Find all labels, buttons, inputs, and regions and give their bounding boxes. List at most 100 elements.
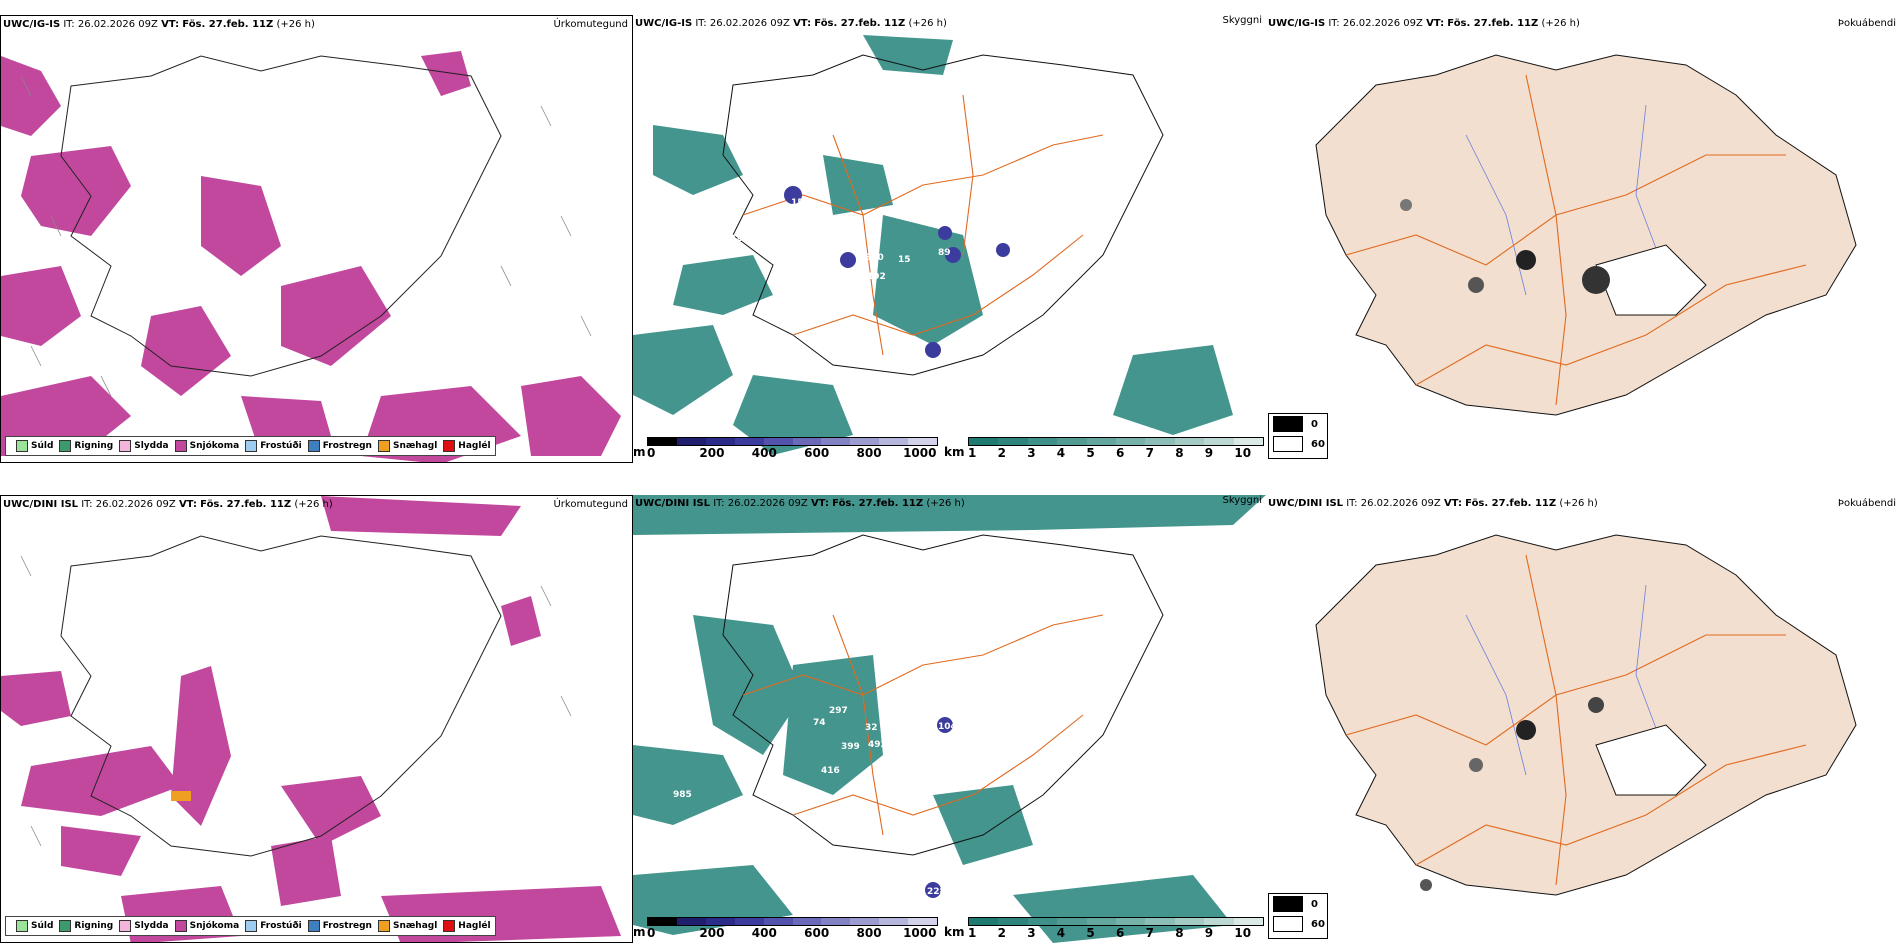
iceland-outline bbox=[60, 535, 502, 857]
ceiling-colorbar-bottom: m 0 200 400 600 800 1000 bbox=[633, 917, 938, 940]
ceiling-label: 740 bbox=[801, 283, 820, 293]
legend-label: Snæhagl bbox=[392, 441, 438, 451]
vt-label: VT: bbox=[793, 18, 812, 29]
ceiling-label: 985 bbox=[673, 790, 692, 800]
graupel-area bbox=[171, 791, 191, 801]
glaciers-fog bbox=[1420, 697, 1707, 891]
model-name: UWC/IG-IS bbox=[1268, 18, 1326, 29]
legend-label: Frostúði bbox=[260, 441, 302, 451]
lead-time: (+26 h) bbox=[294, 499, 333, 510]
vt-label: VT: bbox=[810, 498, 829, 509]
iceland-land bbox=[1315, 54, 1857, 416]
precip-type-legend: Súld Rigning Slydda Snjókoma Frostúði Fr… bbox=[5, 916, 496, 936]
fog-legend-label: 60 bbox=[1311, 918, 1325, 930]
cloud-visibility-panel-top: 502 595 153 300 138 192 15 89 170 170 10… bbox=[633, 15, 1266, 463]
it-value: 26.02.2026 09Z bbox=[727, 498, 808, 509]
legend-label: Frostregn bbox=[322, 921, 372, 931]
vt-label: VT: bbox=[1443, 498, 1462, 509]
ceiling-label: 399 bbox=[841, 742, 860, 752]
legend-swatch bbox=[119, 920, 132, 932]
ceiling-areas bbox=[925, 717, 953, 898]
ceiling-label: 492 bbox=[868, 740, 887, 750]
legend-label: Súld bbox=[31, 921, 54, 931]
panel-header: UWC/IG-IS IT: 26.02.2026 09Z VT: Fös. 27… bbox=[3, 19, 315, 30]
precip-type-map-bottom bbox=[1, 496, 621, 942]
visibility-map-bottom: 297 399 492 416 985 104 24 228 32 74 bbox=[633, 495, 1266, 943]
visibility-unit: km bbox=[944, 445, 965, 459]
ceiling-label: 170 bbox=[1011, 266, 1030, 276]
visibility-unit: km bbox=[944, 925, 965, 939]
vt-value: Fös. 27.feb. 11Z bbox=[832, 498, 924, 509]
panel-title: Skyggni bbox=[1222, 15, 1262, 26]
ceiling-labels: 502 595 153 300 138 192 15 89 170 170 10… bbox=[723, 198, 1072, 388]
ceiling-label: 108 bbox=[928, 378, 947, 388]
it-label: IT: bbox=[695, 18, 707, 29]
visibility-tick: 2 bbox=[997, 446, 1006, 460]
legend-label: Súld bbox=[31, 441, 54, 451]
visibility-tick: 2 bbox=[997, 926, 1006, 940]
fog-map-bottom bbox=[1315, 534, 1857, 896]
visibility-areas bbox=[633, 35, 1233, 455]
ceiling-label: 170 bbox=[1053, 338, 1072, 348]
iceland-outline bbox=[722, 534, 1164, 856]
visibility-tick: 7 bbox=[1145, 926, 1154, 940]
visibility-tick: 5 bbox=[1086, 926, 1095, 940]
model-name: UWC/DINI ISL bbox=[3, 499, 79, 510]
iceland-outline bbox=[722, 54, 1164, 376]
legend-label: Frostregn bbox=[322, 441, 372, 451]
ceiling-label: 153 bbox=[791, 198, 810, 208]
model-name: UWC/IG-IS bbox=[3, 19, 61, 30]
legend-label: Snjókoma bbox=[189, 921, 240, 931]
visibility-tick: 1 bbox=[968, 926, 977, 940]
model-name: UWC/DINI ISL bbox=[635, 498, 711, 509]
visibility-tick: 9 bbox=[1204, 926, 1214, 940]
legend-swatch bbox=[59, 440, 72, 452]
vt-value: Fös. 27.feb. 11Z bbox=[1465, 498, 1557, 509]
ceiling-unit: m bbox=[633, 925, 646, 939]
legend-swatch bbox=[174, 440, 187, 452]
ceiling-label: 297 bbox=[829, 706, 848, 716]
legend-swatch bbox=[307, 440, 320, 452]
model-name: UWC/DINI ISL bbox=[1268, 498, 1344, 509]
visibility-tick: 8 bbox=[1175, 446, 1184, 460]
lead-time: (+26 h) bbox=[1541, 18, 1580, 29]
visibility-tick: 8 bbox=[1175, 926, 1184, 940]
panel-title: Þokuábendi bbox=[1837, 18, 1896, 29]
it-value: 26.02.2026 09Z bbox=[709, 18, 790, 29]
visibility-colorbar-bottom: km 1 2 3 4 5 6 7 8 9 10 bbox=[944, 917, 1264, 940]
road-network bbox=[1345, 554, 1807, 886]
legend-label: Slydda bbox=[134, 921, 169, 931]
ceiling-tick: 600 bbox=[804, 446, 830, 460]
legend-swatch bbox=[16, 440, 28, 452]
lead-time: (+26 h) bbox=[276, 19, 315, 30]
fog-panel-bottom: UWC/DINI ISL IT: 26.02.2026 09Z VT: Fös.… bbox=[1266, 495, 1900, 943]
it-label: IT: bbox=[63, 19, 75, 30]
ceiling-unit: m bbox=[633, 445, 646, 459]
it-label: IT: bbox=[81, 499, 93, 510]
ceiling-label: 32 bbox=[865, 723, 878, 733]
panel-title: Úrkomutegund bbox=[553, 19, 628, 30]
visibility-tick: 4 bbox=[1056, 446, 1066, 460]
ceiling-tick: 600 bbox=[804, 926, 830, 940]
ceiling-tick: 200 bbox=[699, 446, 725, 460]
ceiling-tick: 0 bbox=[647, 926, 656, 940]
vt-value: Fös. 27.feb. 11Z bbox=[1447, 18, 1539, 29]
ceiling-colorbar bbox=[647, 437, 938, 446]
legend-label: Snæhagl bbox=[392, 921, 438, 931]
fog-legend-label: 0 bbox=[1311, 898, 1318, 910]
legend-label: Rigning bbox=[74, 921, 114, 931]
precip-type-legend: Súld Rigning Slydda Snjókoma Frostúði Fr… bbox=[5, 436, 496, 456]
precip-type-map-top bbox=[1, 51, 621, 462]
legend-label: Haglél bbox=[458, 921, 491, 931]
vt-label: VT: bbox=[178, 499, 197, 510]
ceiling-label: 300 bbox=[865, 253, 884, 263]
ceiling-tick: 1000 bbox=[903, 926, 937, 940]
vt-value: Fös. 27.feb. 11Z bbox=[200, 499, 292, 510]
legend-label: Rigning bbox=[74, 441, 114, 451]
ceiling-label: 228 bbox=[927, 887, 946, 897]
vt-value: Fös. 27.feb. 11Z bbox=[814, 18, 906, 29]
ceiling-tick: 200 bbox=[699, 926, 725, 940]
precip-type-panel-bottom: UWC/DINI ISL IT: 26.02.2026 09Z VT: Fös.… bbox=[0, 495, 633, 943]
legend-swatch bbox=[443, 920, 456, 932]
legend-swatch bbox=[245, 920, 258, 932]
